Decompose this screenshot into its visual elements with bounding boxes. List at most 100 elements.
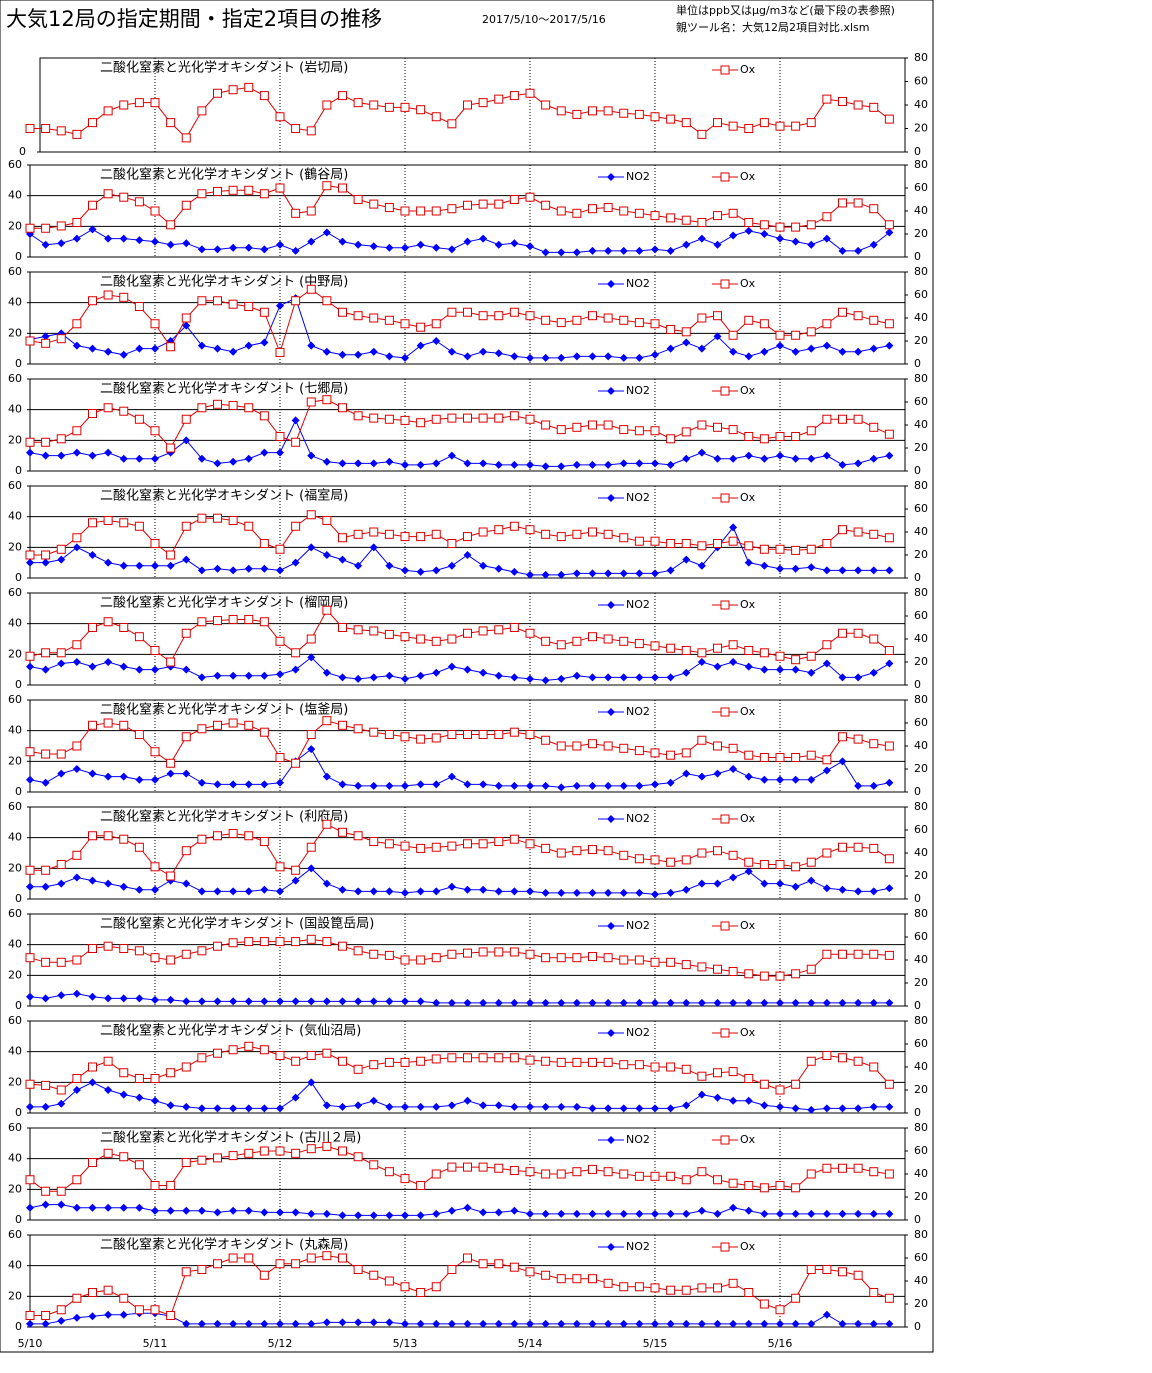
no2-marker — [447, 1319, 456, 1328]
no2-marker — [135, 994, 144, 1003]
no2-marker — [119, 662, 128, 671]
ox-marker — [822, 319, 832, 329]
ox-marker — [838, 1163, 847, 1173]
no2-marker — [354, 1318, 363, 1327]
no2-marker — [541, 1319, 550, 1328]
ox-marker — [431, 842, 441, 852]
ox-marker — [369, 1270, 379, 1280]
no2-marker — [354, 887, 363, 896]
ox-marker — [556, 953, 566, 963]
ox-marker — [197, 946, 207, 956]
no2-marker — [213, 997, 222, 1006]
y-tick-label: 40 — [8, 1045, 22, 1058]
ox-marker — [884, 220, 894, 230]
ox-marker — [775, 1305, 785, 1315]
ox-marker — [228, 1151, 238, 1161]
no2-marker — [338, 997, 347, 1006]
ox-marker — [338, 1253, 347, 1263]
no2-marker — [385, 781, 394, 790]
no2-marker — [401, 1211, 409, 1220]
no2-marker — [197, 454, 206, 463]
ox-marker — [119, 100, 129, 110]
ox-marker — [838, 1267, 847, 1277]
no2-marker — [885, 778, 894, 787]
no2-marker — [760, 561, 769, 570]
ox-marker — [650, 1062, 660, 1072]
ox-marker — [56, 1186, 66, 1196]
no2-marker — [26, 992, 34, 1001]
ox-marker — [806, 426, 816, 436]
ox-marker — [244, 1041, 254, 1051]
ox-marker — [197, 296, 207, 306]
no2-marker — [229, 566, 238, 575]
ox-marker — [72, 640, 82, 650]
no2-marker — [385, 671, 394, 680]
ox-marker — [744, 315, 754, 325]
legend-label: Ox — [740, 598, 756, 611]
no2-marker — [713, 240, 722, 249]
ox-marker — [619, 1060, 629, 1070]
ox-marker — [400, 1057, 410, 1067]
y2-tick-label: 40 — [914, 418, 928, 431]
ox-marker — [666, 539, 676, 548]
no2-marker — [744, 1206, 753, 1215]
legend-marker — [607, 922, 615, 930]
no2-marker — [479, 668, 488, 677]
ox-marker — [134, 302, 144, 311]
no2-marker — [510, 781, 519, 790]
no2-marker — [776, 775, 784, 784]
no2-marker — [526, 1319, 534, 1328]
ox-marker — [478, 1259, 488, 1269]
ox-marker — [822, 1163, 832, 1173]
no2-marker — [588, 569, 597, 578]
no2-marker — [354, 781, 363, 790]
no2-marker — [41, 665, 50, 674]
no2-marker — [447, 561, 456, 570]
ox-marker — [838, 96, 847, 106]
ox-marker — [853, 1163, 863, 1173]
ox-marker — [259, 937, 269, 947]
no2-marker — [869, 668, 878, 677]
no2-marker — [135, 454, 144, 463]
ox-marker — [884, 741, 894, 751]
no2-marker — [463, 1096, 472, 1105]
ox-marker — [681, 646, 691, 655]
ox-marker — [166, 1181, 176, 1190]
ox-marker — [697, 735, 707, 745]
no2-marker — [697, 1206, 706, 1215]
ox-marker — [728, 640, 738, 650]
ox-marker — [634, 1060, 644, 1070]
ox-marker — [744, 1074, 754, 1083]
no2-marker — [416, 1211, 425, 1220]
ox-marker — [306, 510, 316, 520]
legend-marker — [720, 707, 730, 717]
ox-marker — [463, 200, 472, 210]
y2-tick-label: 0 — [914, 892, 921, 905]
legend-marker — [607, 387, 615, 395]
ox-marker — [431, 953, 441, 963]
y-tick-label: 0 — [15, 1106, 22, 1119]
ox-marker — [119, 834, 129, 844]
y2-tick-label: 20 — [914, 869, 928, 882]
ox-marker — [447, 1162, 457, 1172]
ox-marker — [791, 862, 801, 872]
ox-marker — [509, 623, 519, 632]
ox-marker — [416, 955, 426, 965]
no2-marker — [432, 459, 441, 468]
y2-tick-label: 20 — [914, 548, 928, 561]
no2-marker — [822, 659, 831, 668]
ox-marker — [572, 846, 582, 856]
no2-marker — [416, 780, 425, 789]
ox-marker — [338, 827, 347, 837]
ox-marker — [791, 969, 801, 979]
ox-marker — [666, 957, 676, 967]
no2-marker — [494, 1101, 503, 1110]
no2-marker — [697, 879, 706, 888]
ox-marker — [634, 109, 644, 119]
ox-marker — [228, 718, 238, 728]
legend-label: Ox — [740, 705, 756, 718]
ox-marker — [884, 1169, 894, 1179]
no2-marker — [697, 998, 706, 1007]
no2-marker — [510, 1319, 519, 1328]
no2-marker — [229, 1206, 238, 1215]
